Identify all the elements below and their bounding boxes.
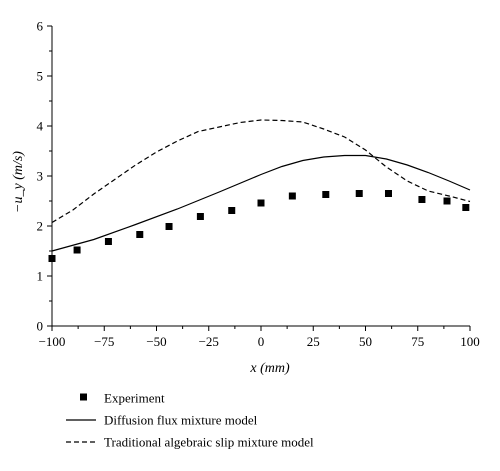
experiment-point [257, 199, 265, 207]
legend-label: Diffusion flux mixture model [104, 413, 258, 428]
x-axis-ticks: −100 −75 −50 −25 0 25 50 75 100 [39, 326, 480, 349]
legend-label: Traditional algebraic slip mixture model [104, 435, 314, 450]
experiment-point [228, 207, 236, 214]
experiment-point [104, 238, 112, 245]
legend-label: Experiment [104, 391, 165, 406]
experiment-point [48, 255, 56, 262]
experiment-point [355, 190, 363, 197]
x-tick-label: 100 [460, 334, 480, 349]
experiment-point [418, 196, 426, 203]
y-tick-label: 4 [37, 119, 44, 134]
experiment-point [73, 246, 81, 254]
x-tick-label: 0 [258, 334, 265, 349]
experiment-point [165, 223, 173, 230]
plot-axes [51, 26, 470, 327]
y-tick-label: 6 [37, 19, 44, 34]
x-tick-label: −50 [146, 334, 166, 349]
y-tick-label: 1 [37, 269, 44, 284]
legend-item: Diffusion flux mixture model [66, 413, 258, 428]
series-lines [51, 119, 471, 252]
experiment-point [196, 213, 204, 220]
x-tick-label: −100 [39, 334, 66, 349]
experiment-point [288, 192, 296, 200]
experiment-point [443, 197, 451, 205]
x-tick-label: −75 [94, 334, 114, 349]
x-tick-label: 75 [411, 334, 424, 349]
legend-item: Traditional algebraic slip mixture model [66, 435, 314, 450]
experiment-point [462, 204, 470, 211]
experiment-point [322, 191, 330, 198]
y-axis-ticks: 0 1 2 3 4 5 6 [37, 19, 52, 334]
legend-marker-square [80, 393, 87, 401]
y-tick-label: 2 [37, 219, 44, 234]
x-axis-label: x (mm) [249, 361, 290, 376]
x-tick-label: 50 [359, 334, 372, 349]
y-tick-label: 0 [37, 319, 44, 334]
experiment-point [384, 190, 392, 197]
experiment-points [48, 190, 470, 262]
x-tick-label: −25 [199, 334, 219, 349]
y-tick-label: 5 [37, 69, 44, 84]
legend-item: Experiment [80, 391, 165, 406]
dfm-model-line [51, 154, 471, 252]
legend: Experiment Diffusion flux mixture model Tr… [66, 391, 314, 450]
experiment-point [136, 231, 144, 238]
y-tick-label: 3 [37, 169, 44, 184]
y-axis-label: −u_y (m/s) [11, 151, 26, 213]
asm-model-line [51, 119, 471, 224]
x-tick-label: 25 [307, 334, 320, 349]
